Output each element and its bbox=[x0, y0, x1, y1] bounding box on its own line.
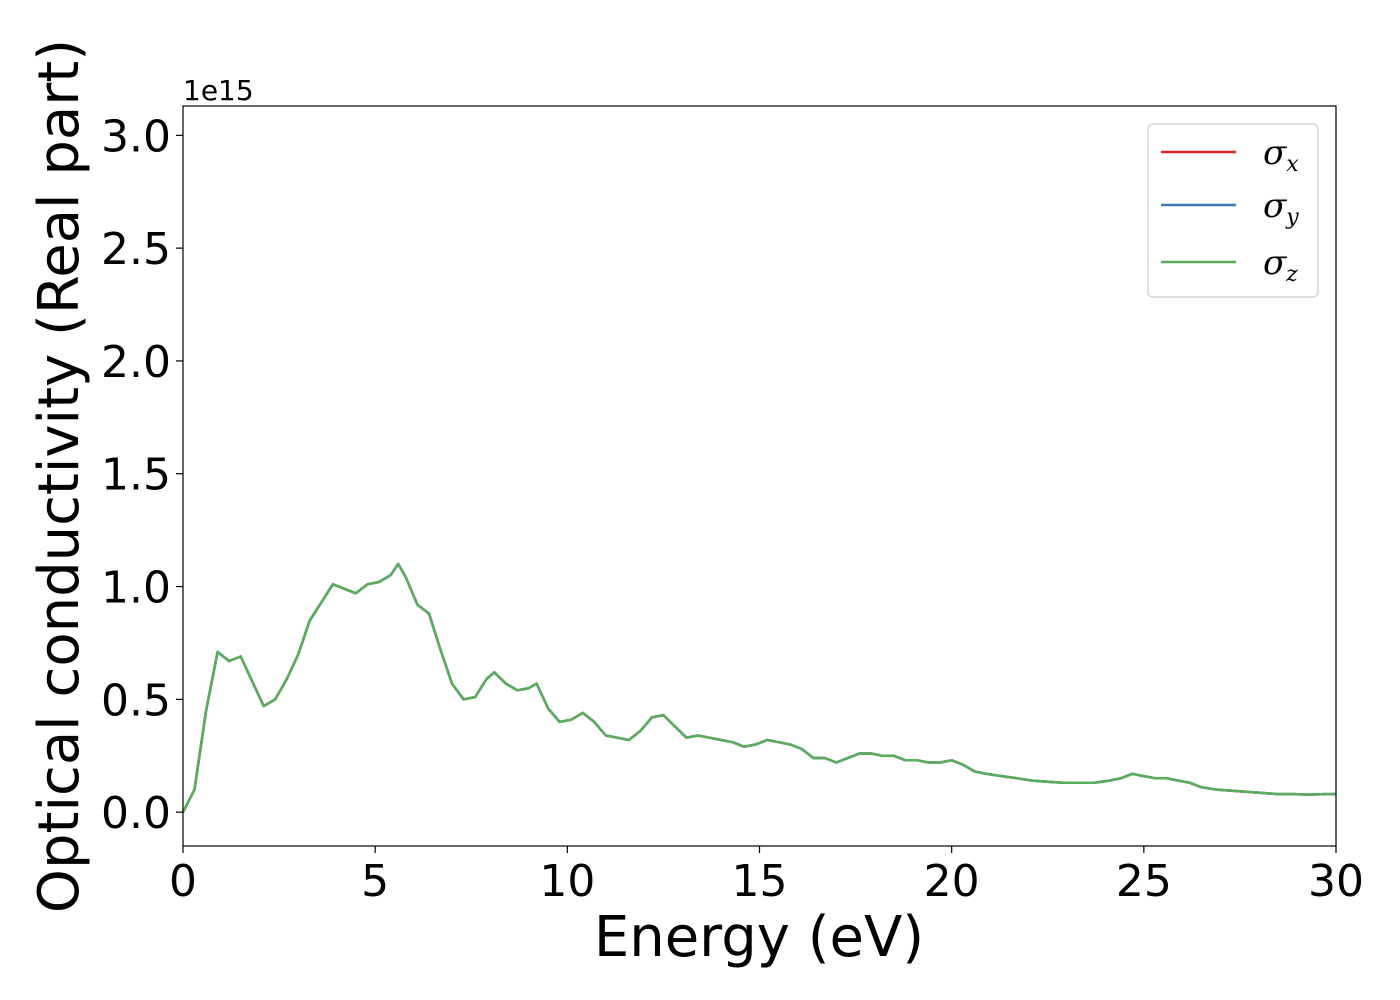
y-tick-label: 3.0 bbox=[101, 111, 171, 162]
x-axis-ticks: 0 5 10 15 20 25 30 bbox=[169, 846, 1364, 907]
y-tick-label: 0.0 bbox=[101, 788, 171, 839]
y-offset-label: 1e15 bbox=[183, 74, 254, 107]
y-tick-label: 2.0 bbox=[101, 337, 171, 388]
series-layer bbox=[181, 562, 1336, 813]
y-tick-label: 0.5 bbox=[101, 675, 171, 726]
x-tick-label: 30 bbox=[1308, 856, 1364, 907]
legend-box bbox=[1147, 123, 1319, 298]
series-line-y bbox=[181, 562, 1336, 813]
x-tick-label: 10 bbox=[539, 856, 595, 907]
y-axis-title: Optical conductivity (Real part) bbox=[27, 39, 92, 913]
series-line-x bbox=[181, 562, 1336, 813]
y-tick-label: 2.5 bbox=[101, 224, 171, 275]
series-line-z bbox=[181, 562, 1336, 813]
x-tick-label: 20 bbox=[924, 856, 980, 907]
y-tick-label: 1.0 bbox=[101, 563, 171, 614]
x-tick-label: 0 bbox=[169, 856, 197, 907]
x-axis-title: Energy (eV) bbox=[594, 905, 924, 970]
x-tick-label: 15 bbox=[732, 856, 788, 907]
y-tick-label: 1.5 bbox=[101, 450, 171, 501]
x-tick-label: 5 bbox=[361, 856, 389, 907]
y-axis-ticks: 0.0 0.5 1.0 1.5 2.0 2.5 3.0 bbox=[101, 111, 183, 839]
x-tick-label: 25 bbox=[1116, 856, 1172, 907]
